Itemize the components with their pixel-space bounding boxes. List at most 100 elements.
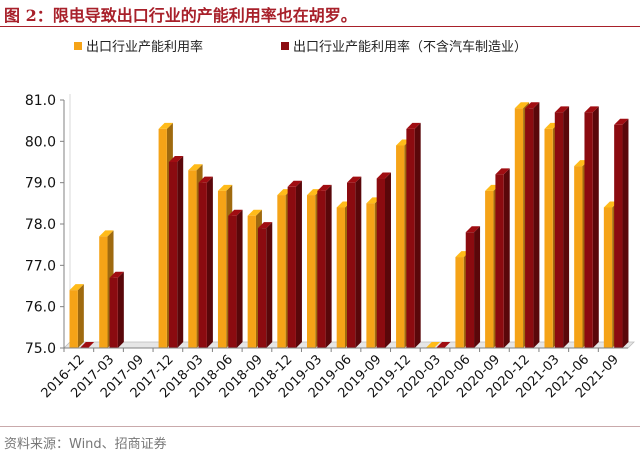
bar-series-1-side <box>77 284 84 348</box>
bar-series-2-top <box>436 342 451 348</box>
bar-series-2-top <box>168 156 184 162</box>
bar-series-2-front <box>228 215 237 348</box>
bar-series-1-front <box>69 290 78 348</box>
bar-series-1-front <box>247 215 256 348</box>
bar-series-1-top <box>69 284 84 291</box>
bar-series-1-top <box>247 209 262 216</box>
y-tick-label: 77.0 <box>25 258 56 274</box>
bar-series-2 <box>436 342 451 348</box>
bar-series-2 <box>614 118 629 348</box>
bar-series-2-side <box>355 176 362 348</box>
legend-label-series-2: 出口行业产能利用率（不含汽车制造业） <box>293 39 527 55</box>
bar-series-2-top <box>109 271 124 278</box>
bar-series-2-side <box>236 209 243 348</box>
y-tick-label: 78.0 <box>25 217 56 233</box>
bar-series-2 <box>495 168 510 348</box>
bar-series-2-side <box>533 102 540 349</box>
bar-series-2 <box>376 172 391 348</box>
bar-series-2-top <box>614 118 629 125</box>
bar-series-2-top <box>79 342 95 348</box>
legend-swatch-series-1 <box>74 42 82 50</box>
bar-series-2 <box>198 176 213 348</box>
bar-series-2-side <box>206 176 213 348</box>
bar-series-2 <box>228 209 243 348</box>
bar-series-2-side <box>117 271 124 348</box>
bar-series-2-top <box>525 102 540 109</box>
bar-series-1-front <box>277 195 286 348</box>
bar-series-2 <box>347 176 362 348</box>
footer-rule <box>0 426 640 427</box>
x-axis-ticks: 2016-122017-032017-092017-122018-032018-… <box>39 348 622 401</box>
legend: 出口行业产能利用率 出口行业产能利用率（不含汽车制造业） <box>74 39 527 55</box>
bar-series-2-front <box>257 228 267 348</box>
bar-series-2-front <box>347 182 356 348</box>
y-tick-label: 80.0 <box>25 134 56 150</box>
bar-series-2-side <box>177 156 184 348</box>
bar-series-2-top <box>495 168 510 175</box>
bar-series-2-front <box>554 112 564 349</box>
bar-series-2-side <box>474 226 481 348</box>
bar-series-1-front <box>485 190 494 348</box>
bar-series-2-front <box>168 162 178 348</box>
bar-series-2-front <box>109 277 118 348</box>
legend-swatch-series-2 <box>281 42 289 50</box>
bar-series-2-front <box>198 182 207 348</box>
y-tick-label: 75.0 <box>25 341 56 357</box>
bar-series-1-top <box>514 102 530 109</box>
bar-series-2-side <box>592 106 599 349</box>
bar-series-1-front <box>99 236 108 348</box>
bar-series-2-top <box>554 106 570 113</box>
bar-series-2-side <box>563 106 570 349</box>
bar-series-2 <box>584 106 599 349</box>
bar-series-1-front <box>336 207 345 348</box>
bar-series-2-top <box>228 209 243 216</box>
bar-series-1-top <box>217 184 233 191</box>
bar-series-2-front <box>525 108 534 349</box>
bar-series-1-front <box>455 257 464 348</box>
bar-series-2-side <box>266 222 273 348</box>
bar-series-2 <box>525 102 540 349</box>
bar-series-1-front <box>603 207 613 348</box>
bar-series-1-front <box>188 170 197 348</box>
bar-series-2-front <box>495 174 504 348</box>
bar-series-1-top <box>158 122 173 129</box>
y-tick-label: 81.0 <box>25 93 56 109</box>
bar-series-1-front <box>396 145 405 348</box>
bar-series-2-front <box>465 232 475 348</box>
bar-series-2-side <box>384 172 391 348</box>
bar-series-2-top <box>465 226 481 233</box>
bar-series-2-top <box>584 106 599 113</box>
bar-series-2-top <box>198 176 213 183</box>
bar-series-2 <box>554 106 570 349</box>
bar-series-1-front <box>574 166 583 348</box>
bar-series-2-top <box>347 176 362 183</box>
bar-series-1-front <box>544 128 553 348</box>
bar-series-2-front <box>287 186 296 348</box>
bar-series-1 <box>69 284 84 348</box>
bar-series-1 <box>425 342 441 348</box>
bar-series-1-top <box>425 342 441 348</box>
bar-series-2 <box>79 342 95 348</box>
y-tick-label: 79.0 <box>25 176 56 192</box>
bar-series-2-side <box>414 122 421 348</box>
bar-chart: 75.0 76.0 77.0 78.0 79.0 80.0 81.0 2016-122017… <box>25 39 635 401</box>
bar-series-2-top <box>406 122 421 129</box>
bar-series-2 <box>109 271 124 348</box>
bars <box>69 102 629 349</box>
title-rule <box>0 26 640 27</box>
bar-series-1-front <box>514 108 524 349</box>
legend-label-series-1: 出口行业产能利用率 <box>86 39 203 55</box>
bar-series-2 <box>287 180 302 348</box>
bar-series-2-front <box>614 124 623 348</box>
bar-series-2-front <box>584 112 593 349</box>
figure-title: 图 2：限电导致出口行业的产能利用率也在胡罗。 <box>4 6 357 25</box>
bar-series-2-side <box>503 168 510 348</box>
bar-series-2-top <box>287 180 302 187</box>
y-tick-label: 76.0 <box>25 300 56 316</box>
bar-series-1-front <box>366 203 375 348</box>
bar-series-2-top <box>257 222 273 229</box>
bar-series-2 <box>168 156 184 348</box>
bar-series-2-side <box>622 118 629 348</box>
bar-series-2-top <box>376 172 391 179</box>
bar-series-2-side <box>325 184 332 348</box>
